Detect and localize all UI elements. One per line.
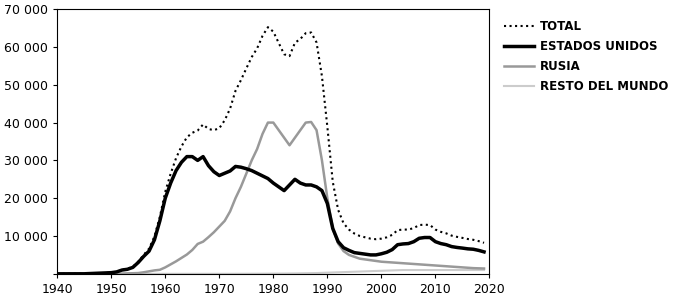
RESTO DEL MUNDO	[129, 272, 137, 276]
TOTAL	[318, 74, 326, 78]
Line: RESTO DEL MUNDO: RESTO DEL MUNDO	[57, 270, 484, 274]
RESTO DEL MUNDO	[464, 268, 472, 272]
RESTO DEL MUNDO	[237, 272, 245, 276]
RESTO DEL MUNDO	[420, 268, 428, 272]
RESTO DEL MUNDO	[140, 272, 148, 276]
RUSIA	[307, 120, 315, 124]
RESTO DEL MUNDO	[183, 272, 191, 276]
RESTO DEL MUNDO	[204, 272, 212, 276]
RESTO DEL MUNDO	[151, 272, 159, 276]
ESTADOS UNIDOS	[318, 189, 326, 192]
RESTO DEL MUNDO	[302, 272, 310, 275]
ESTADOS UNIDOS	[480, 250, 488, 254]
RESTO DEL MUNDO	[280, 272, 288, 275]
RESTO DEL MUNDO	[399, 268, 407, 272]
ESTADOS UNIDOS	[231, 165, 239, 168]
RUSIA	[393, 261, 401, 265]
ESTADOS UNIDOS	[183, 155, 191, 158]
ESTADOS UNIDOS	[345, 249, 353, 252]
RESTO DEL MUNDO	[345, 270, 353, 274]
RESTO DEL MUNDO	[323, 271, 332, 275]
RESTO DEL MUNDO	[313, 271, 321, 275]
RESTO DEL MUNDO	[258, 272, 266, 275]
RESTO DEL MUNDO	[480, 268, 488, 272]
TOTAL	[53, 272, 61, 276]
TOTAL	[480, 241, 488, 244]
RESTO DEL MUNDO	[378, 269, 386, 273]
RESTO DEL MUNDO	[194, 272, 202, 276]
RESTO DEL MUNDO	[226, 272, 234, 276]
RESTO DEL MUNDO	[161, 272, 170, 276]
TOTAL	[351, 232, 359, 235]
RUSIA	[285, 143, 294, 147]
RESTO DEL MUNDO	[453, 268, 461, 272]
ESTADOS UNIDOS	[151, 238, 159, 242]
RESTO DEL MUNDO	[334, 271, 342, 274]
RESTO DEL MUNDO	[53, 272, 61, 276]
RESTO DEL MUNDO	[356, 270, 364, 273]
Legend: TOTAL, ESTADOS UNIDOS, RUSIA, RESTO DEL MUNDO: TOTAL, ESTADOS UNIDOS, RUSIA, RESTO DEL …	[500, 15, 673, 98]
Line: TOTAL: TOTAL	[57, 27, 484, 274]
RESTO DEL MUNDO	[442, 268, 450, 272]
RESTO DEL MUNDO	[80, 272, 88, 276]
RESTO DEL MUNDO	[410, 268, 418, 272]
RUSIA	[102, 272, 110, 276]
TOTAL	[313, 40, 321, 44]
RUSIA	[334, 242, 342, 245]
Line: RUSIA: RUSIA	[106, 122, 484, 274]
TOTAL	[242, 67, 250, 70]
RUSIA	[480, 267, 488, 270]
TOTAL	[334, 208, 342, 212]
RESTO DEL MUNDO	[475, 268, 483, 272]
RESTO DEL MUNDO	[215, 272, 223, 276]
RESTO DEL MUNDO	[291, 272, 299, 275]
ESTADOS UNIDOS	[194, 159, 202, 162]
RESTO DEL MUNDO	[431, 268, 439, 272]
ESTADOS UNIDOS	[361, 252, 370, 256]
RUSIA	[210, 230, 218, 234]
RUSIA	[464, 266, 472, 270]
RESTO DEL MUNDO	[247, 272, 256, 275]
RESTO DEL MUNDO	[172, 272, 180, 276]
Line: ESTADOS UNIDOS: ESTADOS UNIDOS	[57, 157, 484, 274]
ESTADOS UNIDOS	[53, 272, 61, 276]
RESTO DEL MUNDO	[388, 268, 396, 272]
RESTO DEL MUNDO	[269, 272, 277, 275]
TOTAL	[437, 230, 445, 234]
RUSIA	[113, 272, 121, 275]
RESTO DEL MUNDO	[107, 272, 115, 276]
RESTO DEL MUNDO	[118, 272, 126, 276]
RESTO DEL MUNDO	[367, 269, 375, 273]
TOTAL	[264, 26, 272, 29]
